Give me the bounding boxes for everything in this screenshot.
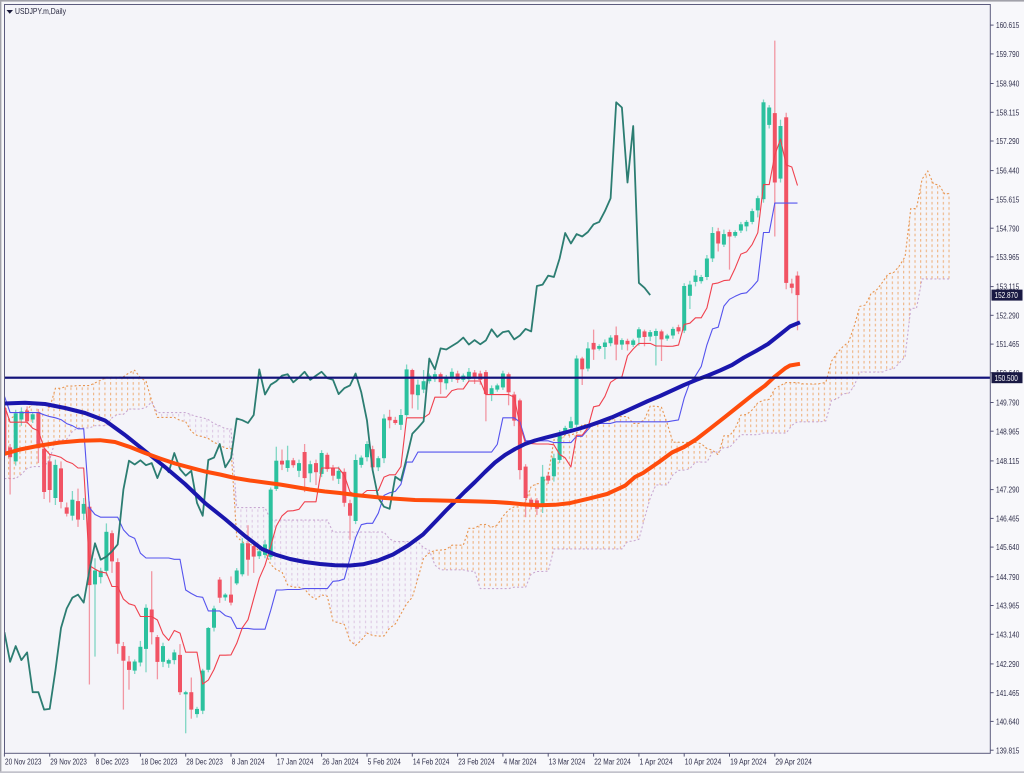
- svg-text:160.615: 160.615: [996, 20, 1019, 30]
- svg-text:29 Apr 2024: 29 Apr 2024: [775, 756, 812, 766]
- svg-text:141.465: 141.465: [996, 688, 1019, 698]
- svg-text:148.965: 148.965: [996, 426, 1019, 436]
- svg-text:142.290: 142.290: [996, 659, 1019, 669]
- svg-text:153.965: 153.965: [996, 252, 1019, 262]
- svg-text:147.290: 147.290: [996, 485, 1019, 495]
- svg-text:151.465: 151.465: [996, 339, 1019, 349]
- svg-text:158.940: 158.940: [996, 79, 1019, 89]
- svg-text:4 Mar 2024: 4 Mar 2024: [504, 756, 537, 766]
- svg-text:155.615: 155.615: [996, 195, 1019, 205]
- svg-text:18 Dec 2023: 18 Dec 2023: [141, 756, 178, 766]
- svg-text:22 Mar 2024: 22 Mar 2024: [594, 756, 631, 766]
- svg-text:153.115: 153.115: [996, 282, 1019, 292]
- svg-text:USDJPY.m,Daily: USDJPY.m,Daily: [15, 6, 67, 16]
- svg-text:139.815: 139.815: [996, 745, 1019, 755]
- svg-text:157.290: 157.290: [996, 136, 1019, 146]
- svg-text:146.465: 146.465: [996, 514, 1019, 524]
- svg-text:29 Nov 2023: 29 Nov 2023: [50, 756, 87, 766]
- svg-text:156.440: 156.440: [996, 166, 1019, 176]
- svg-text:150.500: 150.500: [995, 373, 1018, 383]
- svg-text:14 Feb 2024: 14 Feb 2024: [413, 756, 450, 766]
- svg-text:8 Jan 2024: 8 Jan 2024: [232, 756, 265, 766]
- svg-text:1 Apr 2024: 1 Apr 2024: [640, 756, 673, 766]
- svg-text:17 Jan 2024: 17 Jan 2024: [277, 756, 314, 766]
- svg-text:143.140: 143.140: [996, 629, 1019, 639]
- svg-text:8 Dec 2023: 8 Dec 2023: [96, 756, 129, 766]
- svg-text:145.640: 145.640: [996, 542, 1019, 552]
- svg-text:144.790: 144.790: [996, 572, 1019, 582]
- svg-text:10 Apr 2024: 10 Apr 2024: [685, 756, 722, 766]
- svg-text:19 Apr 2024: 19 Apr 2024: [730, 756, 767, 766]
- svg-text:28 Dec 2023: 28 Dec 2023: [186, 756, 223, 766]
- svg-text:159.790: 159.790: [996, 49, 1019, 59]
- svg-text:140.640: 140.640: [996, 717, 1019, 727]
- svg-text:148.115: 148.115: [996, 456, 1019, 466]
- svg-text:13 Mar 2024: 13 Mar 2024: [549, 756, 586, 766]
- svg-text:26 Jan 2024: 26 Jan 2024: [322, 756, 359, 766]
- svg-text:149.790: 149.790: [996, 398, 1019, 408]
- svg-text:152.870: 152.870: [995, 290, 1018, 300]
- svg-text:158.115: 158.115: [996, 107, 1019, 117]
- svg-text:152.290: 152.290: [996, 310, 1019, 320]
- svg-text:23 Feb 2024: 23 Feb 2024: [458, 756, 495, 766]
- svg-text:20 Nov 2023: 20 Nov 2023: [5, 756, 42, 766]
- svg-text:154.790: 154.790: [996, 223, 1019, 233]
- svg-text:143.965: 143.965: [996, 601, 1019, 611]
- svg-text:5 Feb 2024: 5 Feb 2024: [368, 756, 401, 766]
